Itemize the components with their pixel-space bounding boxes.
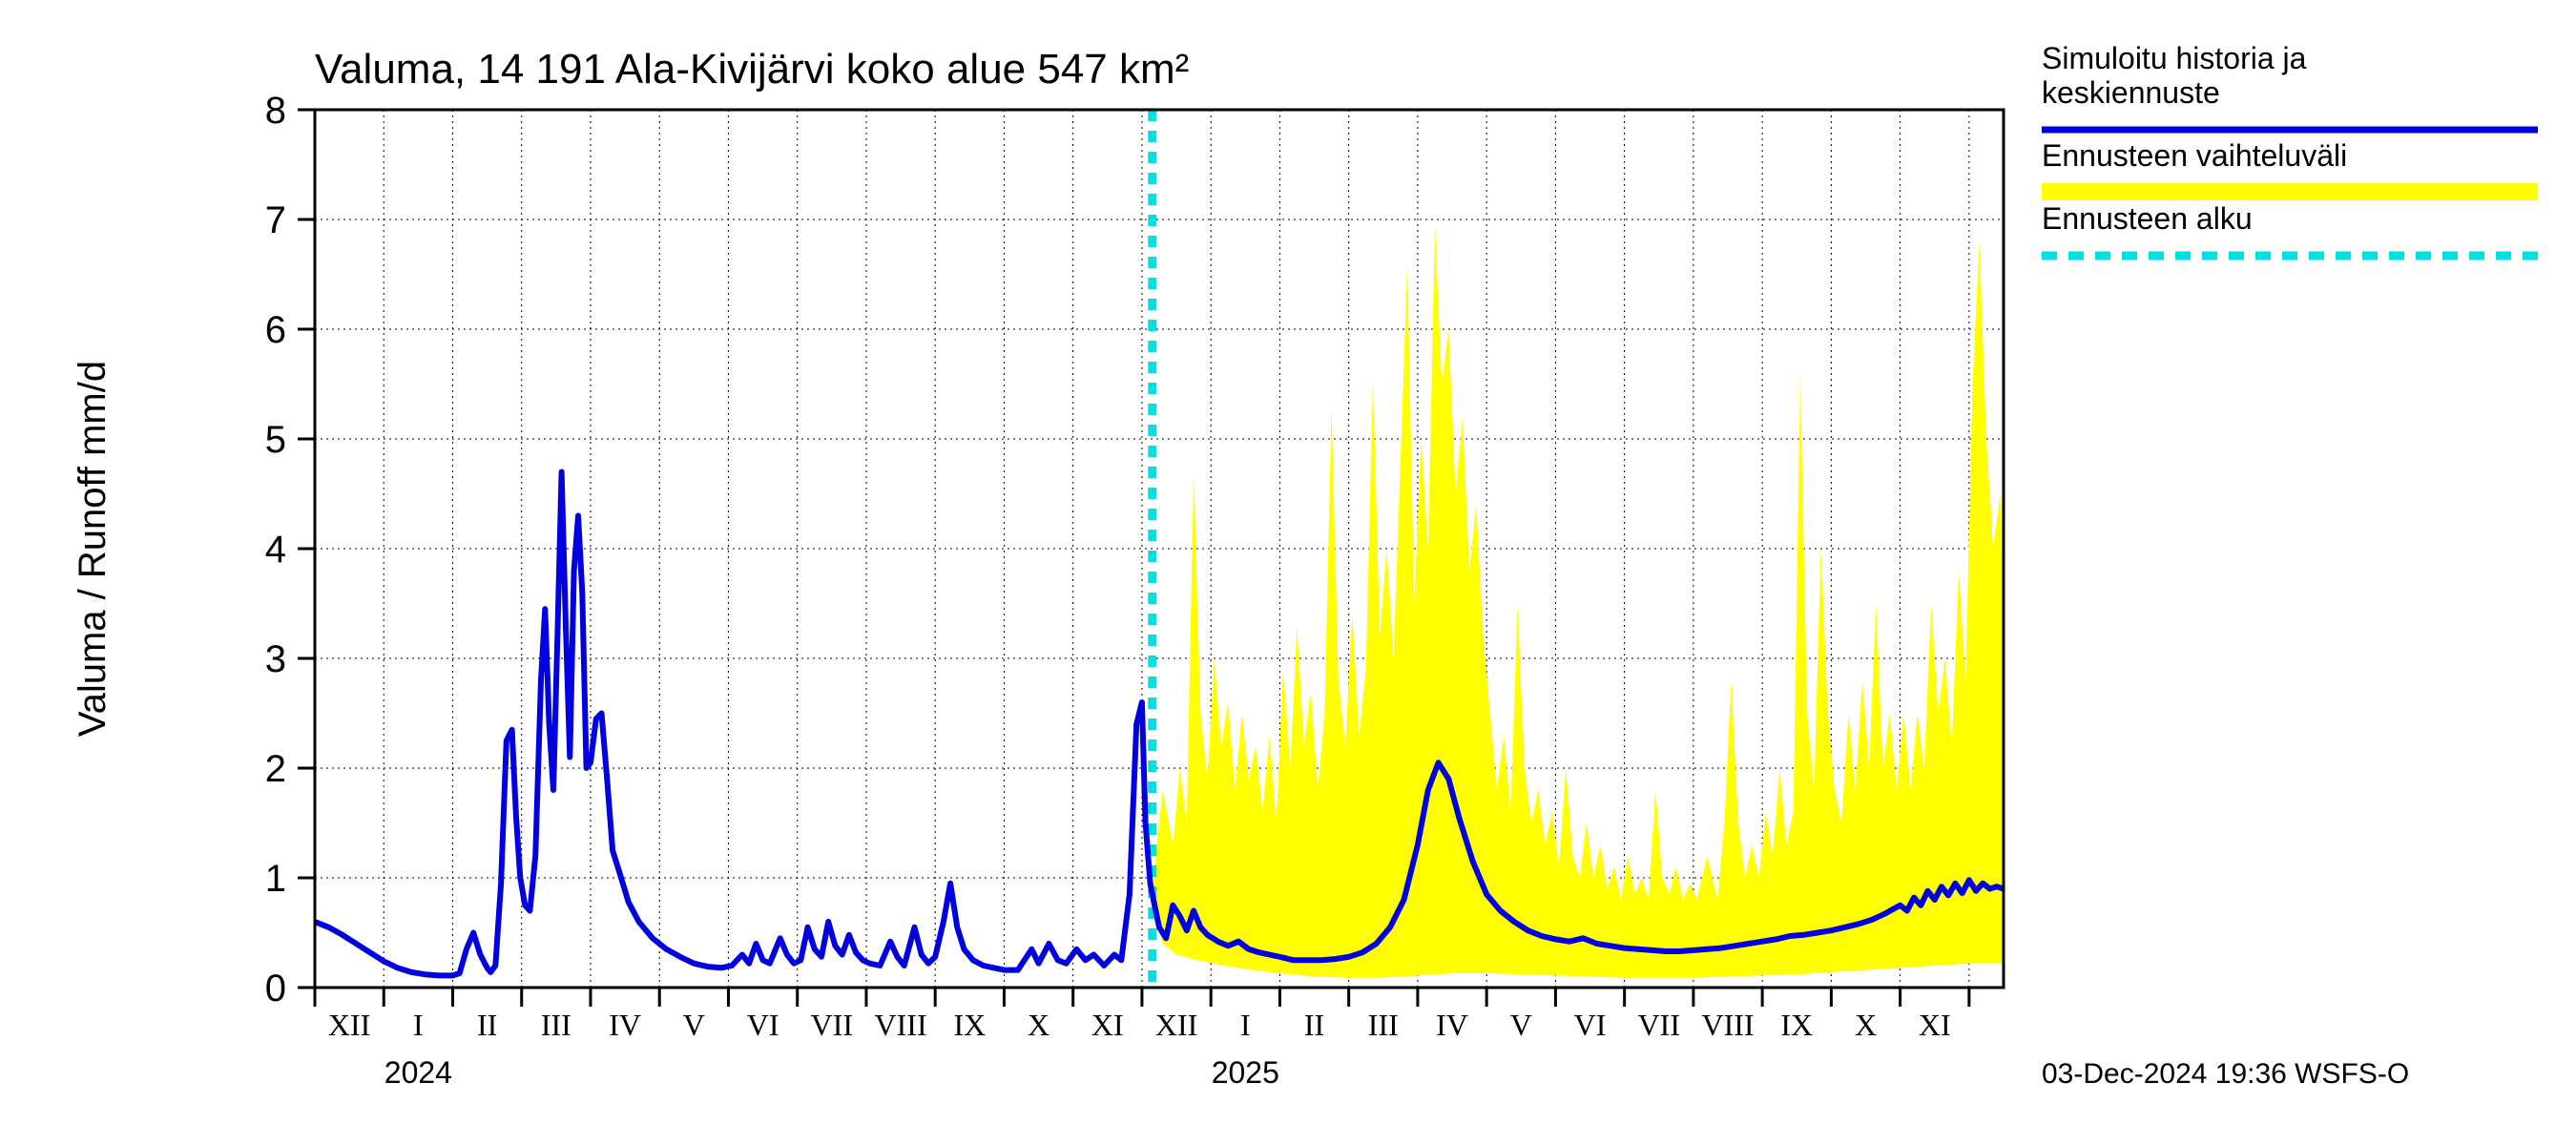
- y-tick-label: 1: [265, 858, 286, 900]
- y-tick-label: 6: [265, 309, 286, 351]
- y-axis-label: Valuma / Runoff mm/d: [72, 361, 114, 737]
- x-month-label: I: [413, 1008, 424, 1042]
- x-month-label: II: [477, 1008, 497, 1042]
- x-month-label: III: [1368, 1008, 1399, 1042]
- x-month-label: XI: [1091, 1008, 1124, 1042]
- x-month-label: VII: [811, 1008, 853, 1042]
- x-month-label: V: [683, 1008, 705, 1042]
- x-month-label: VI: [747, 1008, 779, 1042]
- x-month-label: III: [541, 1008, 571, 1042]
- y-tick-label: 2: [265, 748, 286, 790]
- x-year-label: 2024: [384, 1055, 452, 1090]
- x-month-label: IV: [609, 1008, 641, 1042]
- x-month-label: II: [1304, 1008, 1324, 1042]
- y-tick-label: 3: [265, 638, 286, 680]
- runoff-chart: 012345678XIIIIIIIIIVVVIVIIVIIIIXXXIXIIII…: [0, 0, 2576, 1145]
- x-month-label: VII: [1638, 1008, 1680, 1042]
- x-month-label: XI: [1919, 1008, 1951, 1042]
- y-tick-label: 4: [265, 529, 286, 571]
- x-month-label: IX: [953, 1008, 986, 1042]
- x-year-label: 2025: [1212, 1055, 1279, 1090]
- x-month-label: XII: [328, 1008, 370, 1042]
- y-tick-label: 8: [265, 90, 286, 132]
- y-tick-label: 0: [265, 968, 286, 1010]
- x-month-label: X: [1028, 1008, 1049, 1042]
- chart-title: Valuma, 14 191 Ala-Kivijärvi koko alue 5…: [315, 46, 1189, 93]
- x-month-label: IX: [1780, 1008, 1813, 1042]
- x-month-label: VIII: [875, 1008, 927, 1042]
- x-month-label: VI: [1574, 1008, 1607, 1042]
- x-month-label: V: [1510, 1008, 1532, 1042]
- timestamp-label: 03-Dec-2024 19:36 WSFS-O: [2042, 1058, 2409, 1090]
- x-month-label: VIII: [1701, 1008, 1754, 1042]
- legend-swatch-fill: [2042, 183, 2538, 200]
- legend-label: keskiennuste: [2042, 75, 2220, 110]
- x-month-label: XII: [1155, 1008, 1197, 1042]
- x-month-label: X: [1855, 1008, 1877, 1042]
- x-month-label: I: [1240, 1008, 1251, 1042]
- y-tick-label: 7: [265, 199, 286, 241]
- y-tick-label: 5: [265, 419, 286, 461]
- x-month-label: IV: [1436, 1008, 1468, 1042]
- legend-label: Ennusteen alku: [2042, 201, 2253, 236]
- legend-label: Ennusteen vaihteluväli: [2042, 138, 2347, 173]
- legend-label: Simuloitu historia ja: [2042, 41, 2307, 75]
